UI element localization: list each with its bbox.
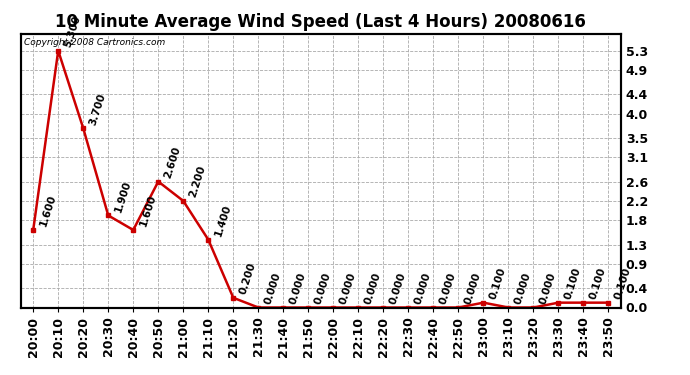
Text: 0.000: 0.000 <box>513 271 533 306</box>
Text: 0.000: 0.000 <box>288 271 308 306</box>
Text: 0.000: 0.000 <box>313 271 333 306</box>
Text: 3.700: 3.700 <box>88 92 108 126</box>
Title: 10 Minute Average Wind Speed (Last 4 Hours) 20080616: 10 Minute Average Wind Speed (Last 4 Hou… <box>55 13 587 31</box>
Text: 0.000: 0.000 <box>363 271 382 306</box>
Text: 0.000: 0.000 <box>388 271 408 306</box>
Text: 0.100: 0.100 <box>613 266 633 301</box>
Text: 0.000: 0.000 <box>413 271 433 306</box>
Text: 1.600: 1.600 <box>138 194 157 228</box>
Text: 0.000: 0.000 <box>338 271 357 306</box>
Text: 0.100: 0.100 <box>588 266 608 301</box>
Text: 1.600: 1.600 <box>38 194 57 228</box>
Text: 2.600: 2.600 <box>163 145 182 180</box>
Text: 0.100: 0.100 <box>563 266 582 301</box>
Text: 1.400: 1.400 <box>213 203 233 238</box>
Text: 0.000: 0.000 <box>263 271 282 306</box>
Text: 0.000: 0.000 <box>438 271 457 306</box>
Text: 0.100: 0.100 <box>488 266 508 301</box>
Text: 5.300: 5.300 <box>63 14 82 49</box>
Text: 1.900: 1.900 <box>112 179 132 213</box>
Text: 2.200: 2.200 <box>188 165 208 199</box>
Text: Copyright 2008 Cartronics.com: Copyright 2008 Cartronics.com <box>23 38 165 47</box>
Text: 0.000: 0.000 <box>463 271 482 306</box>
Text: 0.200: 0.200 <box>238 261 257 296</box>
Text: 0.000: 0.000 <box>538 271 558 306</box>
